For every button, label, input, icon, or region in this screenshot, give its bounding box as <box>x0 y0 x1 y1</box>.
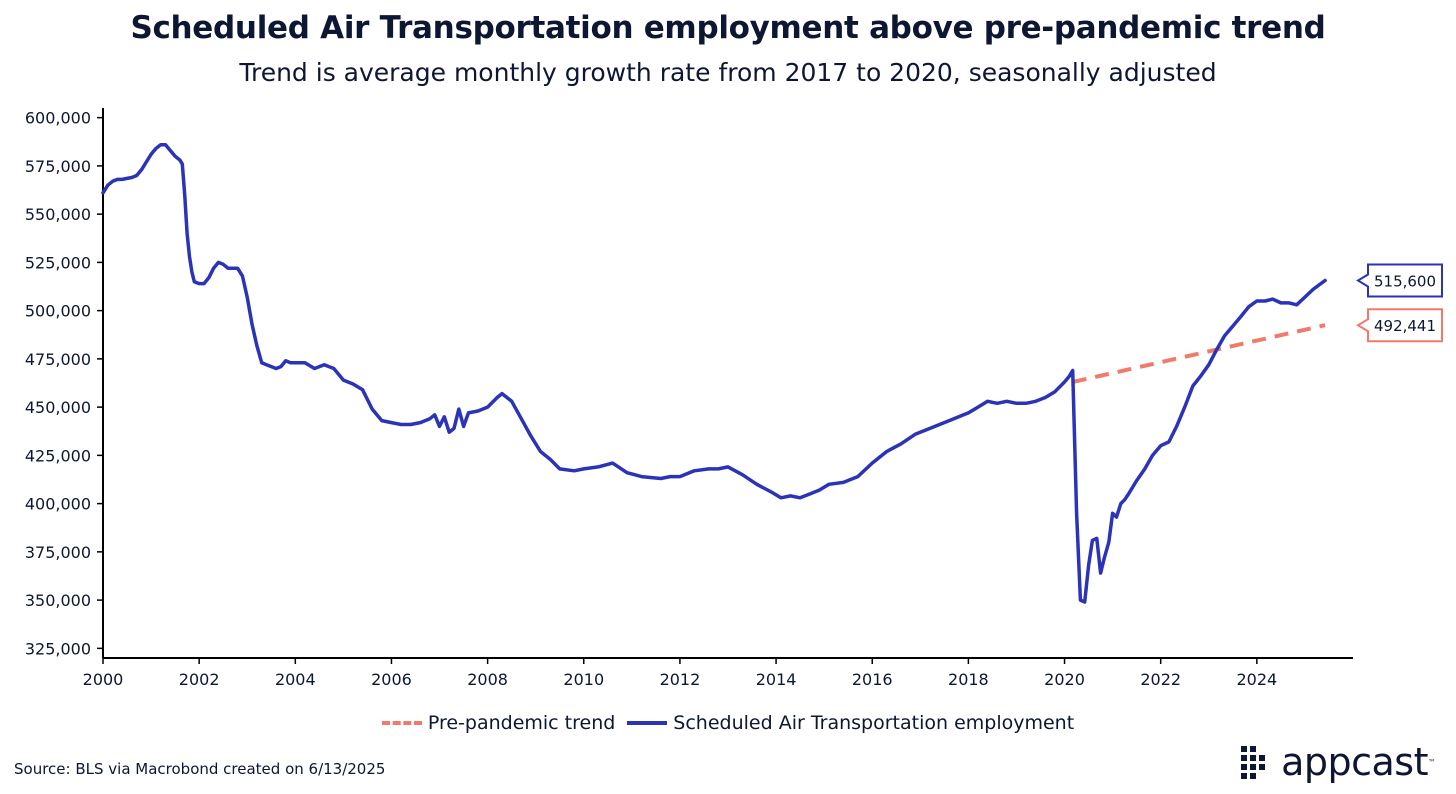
y-tick-label: 450,000 <box>25 398 91 417</box>
x-tick-label: 2022 <box>1140 670 1181 689</box>
appcast-logo-tm: ™ <box>1428 757 1436 767</box>
legend-label-employment: Scheduled Air Transportation employment <box>673 712 1075 734</box>
employment-end-callout-label: 515,600 <box>1374 273 1436 291</box>
source-note: Source: BLS via Macrobond created on 6/1… <box>14 760 386 778</box>
appcast-logo-icon <box>1241 746 1266 779</box>
appcast-logo-text: appcast <box>1281 740 1428 784</box>
legend: Pre-pandemic trend Scheduled Air Transpo… <box>0 712 1456 734</box>
y-tick-label: 350,000 <box>25 591 91 610</box>
x-tick-label: 2004 <box>275 670 316 689</box>
chart-subtitle: Trend is average monthly growth rate fro… <box>239 58 1217 87</box>
y-tick-label: 425,000 <box>25 446 91 465</box>
appcast-logo: appcast ™ <box>1239 740 1436 784</box>
trend-end-callout-box <box>1356 308 1443 343</box>
chart-title: Scheduled Air Transportation employment … <box>130 10 1326 46</box>
trend-end-callout-label: 492,441 <box>1374 317 1436 335</box>
legend-label-trend: Pre-pandemic trend <box>427 712 616 734</box>
x-tick-label: 2008 <box>467 670 508 689</box>
employment-series-line <box>101 142 1327 604</box>
x-tick-label: 2000 <box>83 670 124 689</box>
legend-swatch-employment <box>627 721 668 725</box>
x-tick-label: 2006 <box>371 670 412 689</box>
x-tick-label: 2002 <box>179 670 220 689</box>
x-tick-label: 2012 <box>660 670 701 689</box>
x-tick-label: 2010 <box>563 670 604 689</box>
y-tick-label: 325,000 <box>25 639 91 658</box>
y-tick-label: 400,000 <box>25 495 91 514</box>
legend-item-trend: Pre-pandemic trend <box>381 712 616 734</box>
x-tick-label: 2018 <box>948 670 989 689</box>
y-tick-label: 375,000 <box>25 543 91 562</box>
trend-series-line <box>1072 323 1326 384</box>
x-tick-label: 2020 <box>1044 670 1085 689</box>
employment-end-callout-box <box>1356 263 1443 298</box>
x-tick-label: 2014 <box>756 670 797 689</box>
x-tick-label: 2024 <box>1236 670 1277 689</box>
y-tick-label: 475,000 <box>25 350 91 369</box>
legend-item-employment: Scheduled Air Transportation employment <box>627 712 1074 734</box>
y-tick-label: 525,000 <box>25 253 91 272</box>
y-tick-label: 500,000 <box>25 302 91 321</box>
y-tick-label: 600,000 <box>25 109 91 128</box>
y-tick-label: 575,000 <box>25 157 91 176</box>
legend-swatch-trend <box>381 721 422 725</box>
y-tick-label: 550,000 <box>25 205 91 224</box>
x-tick-label: 2016 <box>852 670 893 689</box>
